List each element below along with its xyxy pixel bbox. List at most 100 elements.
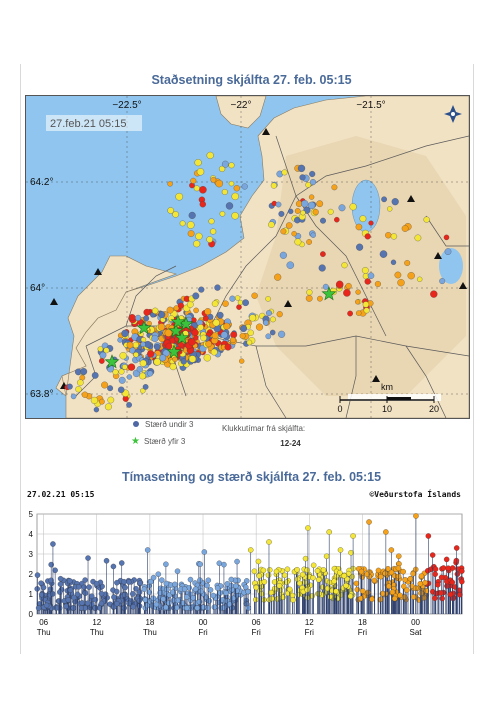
ts-quake-point <box>457 591 463 598</box>
earthquake-point <box>279 251 287 259</box>
ts-quake-point <box>181 586 188 592</box>
earthquake-point <box>93 407 100 413</box>
ts-quake-point <box>343 582 349 589</box>
seismic-station-icon <box>284 300 292 307</box>
ts-quake-point <box>170 589 176 595</box>
earthquake-point <box>228 180 235 187</box>
earthquake-point <box>390 233 398 240</box>
earthquake-point <box>158 311 166 319</box>
earthquake-point <box>305 295 313 302</box>
ts-quake-point <box>67 587 74 593</box>
ts-quake-point <box>333 588 339 595</box>
ts-quake-point <box>216 560 223 567</box>
ts-quake-point <box>388 547 395 553</box>
large-quake-star-icon <box>170 314 186 329</box>
ts-quake-point <box>314 568 321 574</box>
legend-class-label: 0-4 <box>229 439 242 448</box>
large-quake-star-icon <box>174 330 190 345</box>
ts-quake-point <box>432 595 438 602</box>
earthquake-point <box>240 325 248 332</box>
ts-quake-point <box>163 604 169 611</box>
ts-quake-point <box>425 567 431 574</box>
ts-quake-point <box>192 586 199 592</box>
ts-quake-point <box>233 583 239 589</box>
earthquake-point <box>97 346 104 352</box>
ts-quake-point <box>365 589 371 596</box>
earthquake-point <box>205 340 212 348</box>
earthquake-point <box>117 337 123 343</box>
earthquake-points <box>64 151 452 413</box>
ts-quake-point <box>121 592 128 598</box>
earthquake-point <box>210 176 217 183</box>
ts-quake-point <box>385 566 391 572</box>
ts-quake-point <box>220 605 227 611</box>
ts-quake-point <box>410 594 417 600</box>
legend-large-label: Stærð yfir 3 <box>143 437 186 446</box>
ts-quake-point <box>425 533 432 539</box>
legend-small-label: Stærð undir 3 <box>145 420 194 429</box>
small-quake-icon <box>133 421 139 427</box>
earthquake-point <box>77 379 84 386</box>
earthquake-point <box>306 289 313 296</box>
scale-tick: 0 <box>337 404 342 414</box>
earthquake-point <box>203 354 211 362</box>
ts-quake-point <box>228 576 235 583</box>
earthquake-point <box>286 261 295 269</box>
earthquake-point <box>193 335 199 341</box>
earthquake-point <box>117 386 125 394</box>
earthquake-point <box>147 370 154 377</box>
earthquake-point <box>347 310 353 317</box>
peninsula-reykjanes <box>61 255 178 397</box>
earthquake-point <box>423 216 430 223</box>
earthquake-point <box>334 216 340 223</box>
ts-quake-point <box>260 567 267 574</box>
ts-quake-point <box>121 578 127 585</box>
ts-x-tick-hour: 00 <box>411 618 420 627</box>
ts-quake-point <box>34 572 41 578</box>
earthquake-point <box>177 302 184 309</box>
earthquake-point <box>66 383 73 390</box>
ts-quake-point <box>98 600 105 607</box>
earthquake-point <box>237 299 244 306</box>
earthquake-point <box>135 314 142 321</box>
earthquake-point <box>206 236 213 243</box>
large-quake-star-icon <box>136 320 152 335</box>
ts-quake-point <box>157 589 163 596</box>
ts-quake-point <box>449 579 456 586</box>
ts-quake-point <box>84 600 91 606</box>
ts-quake-point <box>366 519 372 525</box>
ts-x-tick-hour: 06 <box>39 618 48 627</box>
earthquake-point <box>397 279 405 287</box>
ts-quake-point <box>401 583 407 590</box>
scale-bar: km 0 10 20 <box>337 382 441 414</box>
ts-quake-point <box>166 600 172 606</box>
earthquake-point <box>234 295 241 301</box>
ts-quake-point <box>136 589 143 595</box>
earthquake-point <box>147 350 155 358</box>
earthquake-point <box>208 218 215 225</box>
ts-quake-point <box>114 600 120 607</box>
ts-quake-point <box>163 561 169 567</box>
ts-quake-point <box>388 569 395 576</box>
ts-quake-point <box>214 585 221 591</box>
earthquake-point <box>280 228 287 235</box>
legend-class-label: 24-36 <box>308 439 330 448</box>
ts-quake-point <box>170 597 177 604</box>
earthquake-point <box>309 170 316 178</box>
ts-quake-point <box>265 572 272 578</box>
earthquake-point <box>127 363 136 371</box>
earthquake-map[interactable]: −22.5° −22° −21.5° 64.2° 64° 63.8° 27.fe… <box>25 95 470 419</box>
ts-quake-point <box>74 591 81 598</box>
ts-quake-point <box>261 579 268 585</box>
ts-quake-point <box>223 590 229 596</box>
ts-quake-point <box>453 545 460 551</box>
earthquake-point <box>172 211 179 218</box>
ts-quake-point <box>217 590 223 596</box>
map-grid <box>26 96 469 418</box>
ts-quake-point <box>71 594 77 601</box>
ts-quake-point <box>211 604 218 610</box>
earthquake-point <box>192 292 200 300</box>
earthquake-point <box>379 250 388 258</box>
ts-x-tick-day: Fri <box>358 628 368 637</box>
